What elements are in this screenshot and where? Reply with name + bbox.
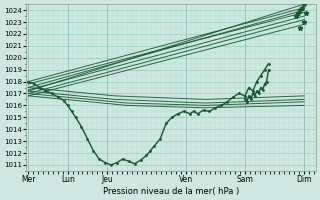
X-axis label: Pression niveau de la mer( hPa ): Pression niveau de la mer( hPa ) xyxy=(103,187,239,196)
